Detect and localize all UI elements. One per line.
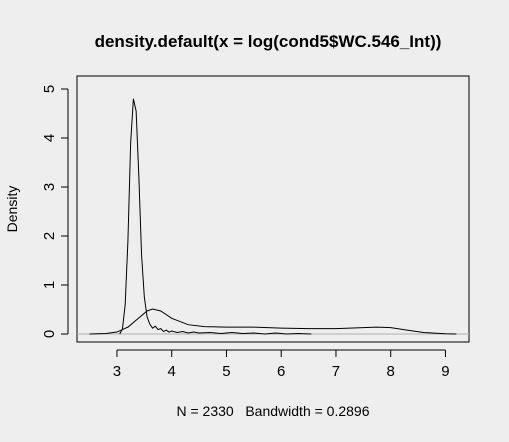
density-curve-1	[119, 98, 312, 335]
x-tick-label: 7	[332, 363, 340, 380]
y-axis: 0 1 2 3 4 5	[41, 85, 69, 338]
y-tick-label: 5	[41, 85, 58, 93]
y-axis-label: Density	[4, 186, 20, 233]
x-tick-label: 4	[168, 363, 176, 380]
x-axis-label: N = 2330 Bandwidth = 0.2896	[176, 403, 369, 419]
x-axis: 3 4 5 6 7 8 9	[113, 349, 450, 380]
y-tick-label: 0	[41, 330, 58, 338]
y-tick-label: 2	[41, 232, 58, 240]
x-tick-label: 3	[113, 363, 121, 380]
x-tick-label: 6	[277, 363, 285, 380]
y-tick-label: 1	[41, 281, 58, 289]
x-tick-label: 8	[387, 363, 395, 380]
y-tick-label: 4	[41, 134, 58, 142]
density-curves	[89, 98, 457, 335]
x-tick-label: 9	[441, 363, 449, 380]
chart-title: density.default(x = log(cond5$WC.546_Int…	[95, 32, 442, 51]
plot-frame	[76, 75, 470, 343]
x-tick-label: 5	[222, 363, 230, 380]
density-curve-2	[89, 308, 457, 335]
y-tick-label: 3	[41, 183, 58, 191]
